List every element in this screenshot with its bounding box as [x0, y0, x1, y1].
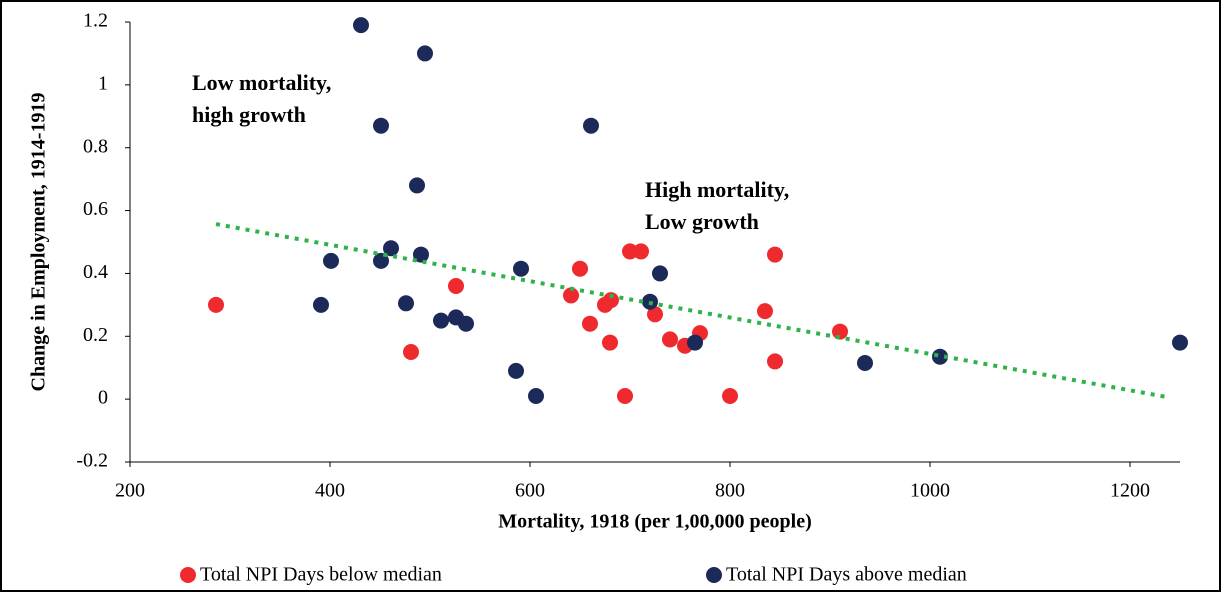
- point: [383, 240, 399, 257]
- point: [413, 246, 429, 263]
- y-tick-label: 0.4: [83, 261, 108, 283]
- point: [373, 117, 389, 134]
- trendline: [215, 222, 1171, 400]
- y-tick-label: 0.8: [83, 135, 108, 157]
- point: [603, 292, 619, 309]
- point: [353, 17, 369, 34]
- y-tick-label: 0: [98, 387, 108, 409]
- point: [448, 278, 464, 294]
- point: [572, 260, 588, 277]
- point: [767, 353, 783, 370]
- annotation: Low growth: [645, 209, 759, 234]
- point: [757, 303, 773, 320]
- point: [832, 323, 848, 340]
- point: [433, 312, 449, 329]
- annotation: high growth: [192, 102, 306, 127]
- point: [652, 265, 668, 282]
- legend-label: Total NPI Days below median: [200, 564, 442, 586]
- point: [398, 295, 414, 312]
- legend-label: Total NPI Days above median: [726, 564, 967, 586]
- point: [513, 260, 529, 277]
- point: [767, 246, 783, 263]
- x-tick-label: 400: [315, 480, 345, 502]
- point: [647, 306, 663, 323]
- point: [583, 117, 599, 134]
- point: [458, 315, 474, 332]
- point: [622, 243, 638, 260]
- x-tick-label: 200: [115, 480, 145, 502]
- y-tick-label: 0.6: [83, 198, 108, 220]
- point: [1172, 334, 1188, 351]
- point: [687, 334, 703, 351]
- annotation: High mortality,: [645, 177, 789, 202]
- point: [403, 344, 419, 360]
- point: [528, 388, 544, 404]
- point: [932, 348, 948, 365]
- point: [313, 296, 329, 313]
- point: [323, 252, 339, 269]
- y-tick-label: 1.2: [83, 10, 108, 32]
- point: [633, 243, 649, 260]
- y-tick-label: -0.2: [76, 450, 108, 472]
- point: [602, 334, 618, 351]
- point: [662, 331, 678, 348]
- point: [417, 45, 433, 62]
- point: [373, 252, 389, 269]
- point: [857, 355, 873, 371]
- legend-marker: [706, 567, 722, 583]
- point: [508, 362, 524, 379]
- x-tick-label: 800: [715, 480, 745, 502]
- y-tick-label: 1: [98, 72, 108, 94]
- point: [409, 177, 425, 194]
- point: [208, 296, 224, 313]
- point: [582, 315, 598, 332]
- x-tick-label: 1000: [910, 480, 950, 502]
- y-tick-label: 0.2: [83, 324, 108, 346]
- point: [617, 388, 633, 404]
- annotation: Low mortality,: [192, 70, 331, 95]
- x-tick-label: 600: [515, 480, 545, 502]
- legend-marker: [180, 567, 196, 583]
- y-axis-label: Change in Employment, 1914-1919: [28, 93, 50, 392]
- x-tick-label: 1200: [1110, 480, 1150, 502]
- x-axis-label: Mortality, 1918 (per 1,00,000 people): [498, 511, 811, 533]
- point: [722, 388, 738, 404]
- point: [563, 287, 579, 304]
